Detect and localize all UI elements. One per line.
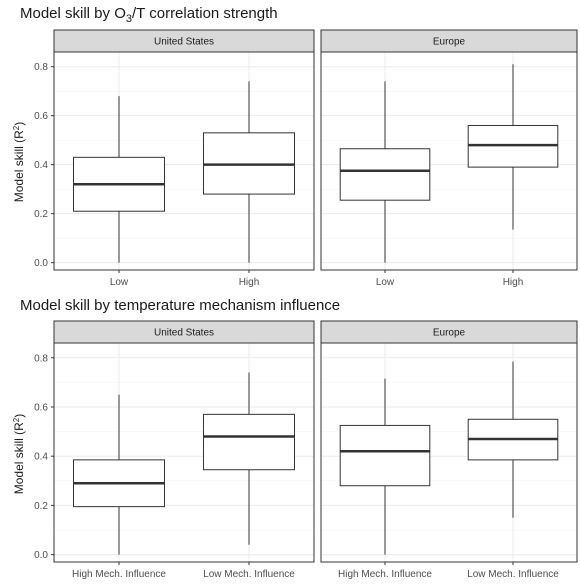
y-tick-label: 0.4 bbox=[34, 452, 48, 463]
panel-strip-label: United States bbox=[154, 328, 214, 339]
box-low-mech-influence bbox=[203, 372, 295, 545]
x-tick-label: High Mech. Influence bbox=[72, 569, 166, 580]
chart-1-y-axis-label-main: Model skill (R bbox=[12, 130, 26, 202]
box-iqr bbox=[339, 424, 431, 487]
chart-1-y-axis-label: Model skill (R2) bbox=[12, 122, 26, 202]
y-tick-label: 0.2 bbox=[34, 209, 48, 220]
x-tick-label: Low Mech. Influence bbox=[203, 569, 295, 580]
chart-2-title: Model skill by temperature mechanism inf… bbox=[20, 297, 340, 314]
panel-1-1: United States Low High bbox=[53, 29, 315, 288]
y-tick-label: 0.6 bbox=[34, 402, 48, 413]
box-high bbox=[467, 64, 559, 230]
panel-border bbox=[53, 51, 315, 271]
box-iqr bbox=[203, 413, 295, 471]
chart-2-y-axis-label-sup: 2 bbox=[12, 417, 21, 422]
panel-2-1: United States High Mech. Influence Low Mec… bbox=[53, 320, 315, 580]
panel-2-2: Europe High Mech. Influence Low Mech. Infl… bbox=[320, 320, 578, 580]
x-tick-label: High bbox=[239, 277, 260, 288]
y-tick-label: 0.0 bbox=[34, 550, 48, 561]
panel-border bbox=[320, 342, 578, 563]
box-high-mech-influence bbox=[73, 394, 165, 555]
chart-1-title-main: Model skill by O bbox=[20, 5, 126, 22]
chart-2-y-axis-label: Model skill (R2) bbox=[12, 414, 26, 494]
chart-2-y-axis-label-main: Model skill (R bbox=[12, 422, 26, 494]
box-low-mech-influence bbox=[467, 361, 559, 518]
chart-1-title-subscript: 3 bbox=[126, 13, 132, 25]
x-tick-label: Low bbox=[376, 277, 395, 288]
box-high bbox=[203, 81, 295, 263]
box-iqr bbox=[339, 148, 431, 201]
chart-1-title: Model skill by O3/T correlation strength bbox=[20, 5, 278, 25]
chart-2-y-axis-label-end: ) bbox=[12, 414, 26, 418]
box-low bbox=[339, 81, 431, 263]
panel-border bbox=[320, 51, 578, 271]
panel-1-2: Europe Low High bbox=[320, 29, 578, 288]
y-tick-label: 0.2 bbox=[34, 501, 48, 512]
box-low bbox=[73, 96, 165, 263]
chart-1-title-rest: /T correlation strength bbox=[132, 5, 278, 22]
panel-strip-label: Europe bbox=[433, 37, 466, 48]
x-tick-label: Low bbox=[110, 277, 129, 288]
panel-strip-label: United States bbox=[154, 37, 214, 48]
y-tick-label: 0.8 bbox=[34, 353, 48, 364]
chart-1-y-axis-label-end: ) bbox=[12, 122, 26, 126]
x-tick-label: High Mech. Influence bbox=[338, 569, 432, 580]
x-tick-label: High bbox=[503, 277, 524, 288]
y-tick-label: 0.6 bbox=[34, 111, 48, 122]
box-high-mech-influence bbox=[339, 378, 431, 555]
chart-1-y-axis-label-sup: 2 bbox=[12, 125, 21, 130]
panel-strip-label: Europe bbox=[433, 328, 466, 339]
panel-border bbox=[53, 342, 315, 563]
x-tick-label: Low Mech. Influence bbox=[467, 569, 559, 580]
y-tick-label: 0.0 bbox=[34, 258, 48, 269]
y-tick-label: 0.8 bbox=[34, 62, 48, 73]
y-tick-label: 0.4 bbox=[34, 160, 48, 171]
